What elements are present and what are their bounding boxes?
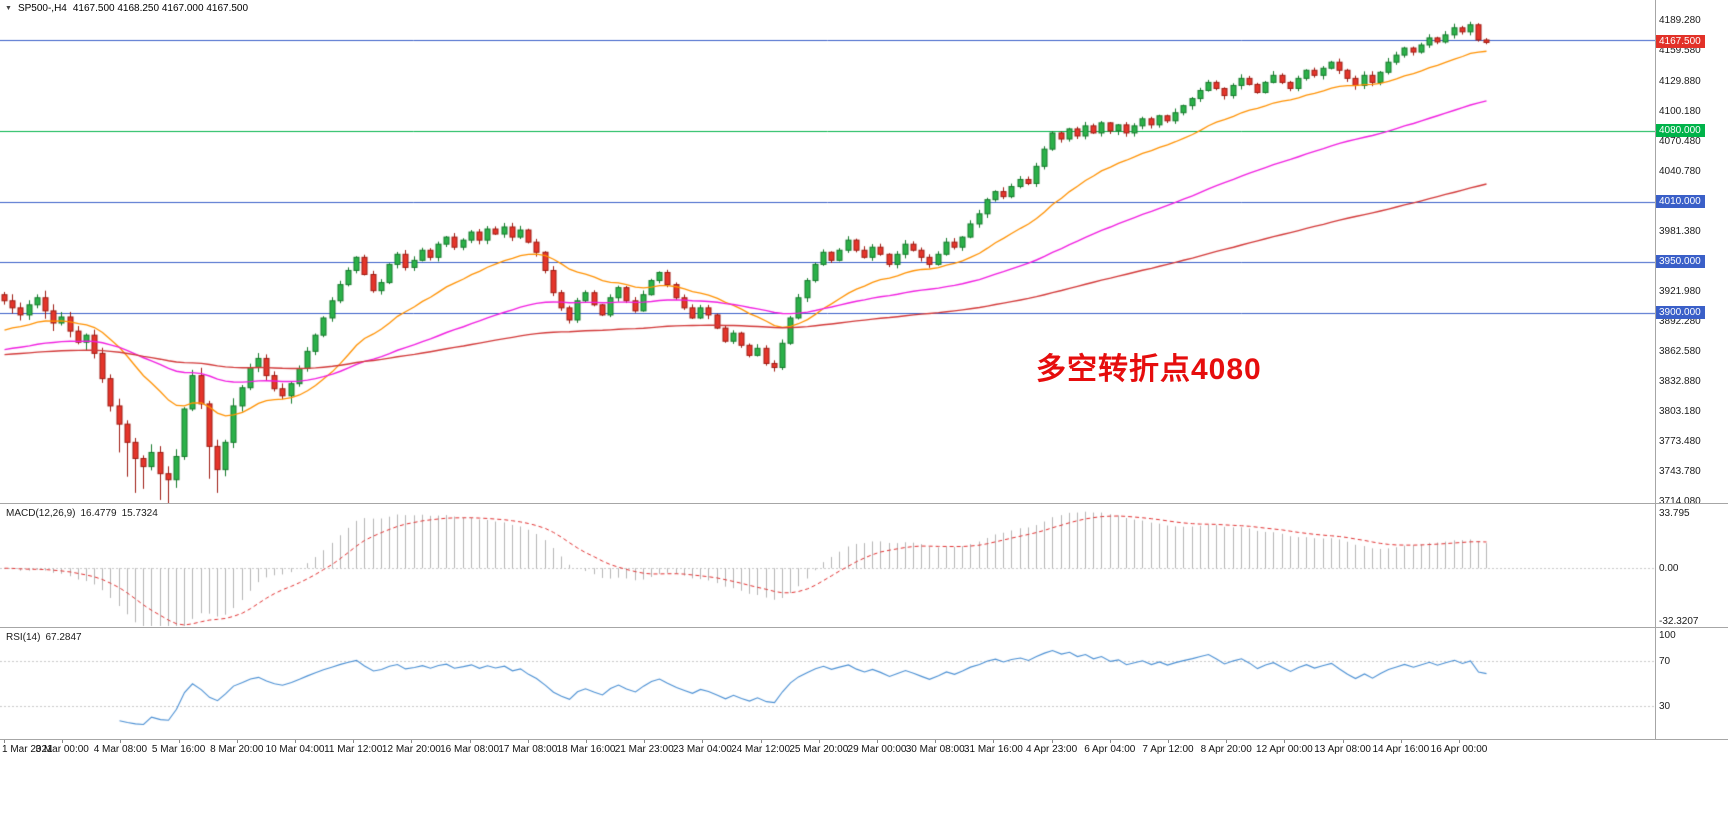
price-tick-label: 4159.580 bbox=[1659, 45, 1701, 57]
time-tick-label: 12 Mar 20:00 bbox=[381, 744, 441, 755]
price-tick-label: 3832.880 bbox=[1659, 375, 1701, 387]
time-tick-label: 1 Mar 2021 bbox=[2, 744, 53, 755]
time-tick-label: 13 Apr 08:00 bbox=[1314, 744, 1371, 755]
time-tick-mark bbox=[877, 740, 878, 743]
macd-indicator-canvas[interactable] bbox=[0, 504, 1655, 627]
time-tick-mark bbox=[818, 740, 820, 743]
time-tick-mark bbox=[236, 740, 238, 743]
time-tick-mark bbox=[469, 740, 471, 743]
time-tick-label: 4 Apr 23:00 bbox=[1026, 744, 1078, 755]
time-tick-mark bbox=[1284, 740, 1286, 743]
time-tick-label: 16 Apr 00:00 bbox=[1430, 744, 1488, 755]
time-tick-mark bbox=[62, 740, 64, 743]
price-tick-label: 3803.180 bbox=[1659, 405, 1701, 417]
time-tick-label: 3 Mar 00:00 bbox=[35, 744, 89, 755]
time-tick-label: 23 Mar 04:00 bbox=[672, 744, 732, 755]
time-tick-label: 6 Apr 04:00 bbox=[1084, 744, 1136, 755]
price-tick-label: 3743.780 bbox=[1659, 465, 1701, 477]
time-tick-label: 29 Mar 00:00 bbox=[847, 744, 907, 755]
time-tick-label: 5 Mar 16:00 bbox=[151, 744, 206, 755]
pane-separator[interactable] bbox=[0, 627, 1728, 628]
time-tick-label: 21 Mar 23:00 bbox=[614, 744, 674, 755]
macd-axis-max-label: 33.795 bbox=[1659, 508, 1690, 519]
time-tick-mark bbox=[178, 740, 180, 743]
price-level-box: 3900.000 bbox=[1656, 305, 1705, 319]
time-tick-mark bbox=[4, 740, 5, 743]
macd-indicator-label: MACD(12,26,9) 16.4779 15.7324 bbox=[6, 508, 158, 519]
time-tick-mark bbox=[353, 740, 355, 743]
time-tick-mark bbox=[1051, 740, 1053, 743]
time-tick-label: 18 Mar 16:00 bbox=[556, 744, 616, 755]
time-tick-mark bbox=[1342, 740, 1344, 743]
symbol-dropdown-icon[interactable]: ▼ bbox=[5, 5, 12, 12]
pane-separator[interactable] bbox=[0, 503, 1728, 504]
time-tick-mark bbox=[1459, 740, 1460, 743]
price-tick-label: 4189.280 bbox=[1659, 15, 1701, 27]
time-tick-label: 17 Mar 08:00 bbox=[498, 744, 558, 755]
time-tick-mark bbox=[1109, 740, 1111, 743]
rsi-value: 67.2847 bbox=[45, 632, 82, 643]
symbol-label: SP500-,H4 bbox=[17, 3, 67, 14]
rsi-axis-label: 100 bbox=[1659, 630, 1676, 641]
price-level-box: 3950.000 bbox=[1656, 255, 1705, 269]
price-tick-label: 3921.980 bbox=[1659, 285, 1701, 297]
price-tick-label: 4040.780 bbox=[1659, 165, 1701, 177]
symbol-ohlc-line: ▼ SP500-,H4 4167.500 4168.250 4167.000 4… bbox=[5, 3, 248, 14]
time-tick-label: 30 Mar 08:00 bbox=[905, 744, 965, 755]
rsi-title: RSI(14) bbox=[6, 632, 41, 643]
pane-separator[interactable] bbox=[0, 739, 1728, 740]
time-tick-label: 31 Mar 16:00 bbox=[963, 744, 1023, 755]
time-tick-mark bbox=[993, 740, 995, 743]
price-tick-label: 3862.580 bbox=[1659, 345, 1701, 357]
time-tick-mark bbox=[1168, 740, 1169, 743]
price-level-box: 4080.000 bbox=[1656, 123, 1705, 137]
time-tick-mark bbox=[760, 740, 762, 743]
macd-signal-value: 15.7324 bbox=[121, 508, 158, 519]
price-level-box: 4010.000 bbox=[1656, 194, 1705, 208]
price-tick-label: 3773.480 bbox=[1659, 435, 1701, 447]
time-tick-label: 12 Apr 00:00 bbox=[1256, 744, 1313, 755]
rsi-indicator-canvas[interactable] bbox=[0, 628, 1655, 739]
price-chart-canvas[interactable] bbox=[0, 0, 1655, 503]
axis-separator-line bbox=[1655, 0, 1656, 740]
time-tick-mark bbox=[1400, 740, 1402, 743]
time-tick-mark bbox=[702, 740, 704, 743]
time-tick-label: 25 Mar 20:00 bbox=[789, 744, 849, 755]
time-tick-label: 8 Mar 20:00 bbox=[210, 744, 264, 755]
rsi-axis-label: 70 bbox=[1659, 656, 1671, 668]
price-tick-label: 4100.180 bbox=[1659, 105, 1701, 117]
time-tick-label: 11 Mar 12:00 bbox=[324, 744, 383, 755]
rsi-indicator-label: RSI(14) 67.2847 bbox=[6, 632, 82, 643]
time-tick-label: 7 Apr 12:00 bbox=[1142, 744, 1194, 755]
price-tick-label: 3714.080 bbox=[1659, 495, 1701, 507]
chart-annotation-text[interactable]: 多空转折点4080 bbox=[1036, 353, 1262, 386]
time-tick-mark bbox=[644, 740, 646, 743]
time-tick-mark bbox=[935, 740, 937, 743]
time-tick-mark bbox=[120, 740, 122, 743]
time-tick-label: 14 Apr 16:00 bbox=[1372, 744, 1430, 755]
rsi-axis-label: 30 bbox=[1659, 700, 1671, 712]
time-tick-mark bbox=[411, 740, 413, 743]
time-tick-mark bbox=[527, 740, 529, 743]
price-tick-label: 3892.280 bbox=[1659, 315, 1701, 327]
time-tick-label: 10 Mar 04:00 bbox=[265, 744, 325, 755]
time-tick-label: 16 Mar 08:00 bbox=[440, 744, 500, 755]
macd-main-value: 16.4779 bbox=[80, 508, 117, 519]
price-tick-label: 3981.380 bbox=[1659, 225, 1701, 237]
price-tick-label: 4070.480 bbox=[1659, 135, 1701, 147]
time-tick-mark bbox=[295, 740, 296, 743]
price-tick-label: 4129.880 bbox=[1659, 75, 1701, 87]
ohlc-values: 4167.500 4168.250 4167.000 4167.500 bbox=[72, 3, 249, 14]
macd-axis-min-label: -32.3207 bbox=[1659, 616, 1699, 627]
time-tick-mark bbox=[586, 740, 587, 743]
macd-axis-zero-label: 0.00 bbox=[1659, 563, 1679, 575]
time-tick-label: 8 Apr 20:00 bbox=[1200, 744, 1252, 755]
time-tick-label: 24 Mar 12:00 bbox=[731, 744, 791, 755]
time-tick-label: 4 Mar 08:00 bbox=[93, 744, 148, 755]
macd-title: MACD(12,26,9) bbox=[6, 508, 76, 519]
price-level-box: 4167.500 bbox=[1656, 35, 1705, 49]
time-tick-mark bbox=[1226, 740, 1228, 743]
